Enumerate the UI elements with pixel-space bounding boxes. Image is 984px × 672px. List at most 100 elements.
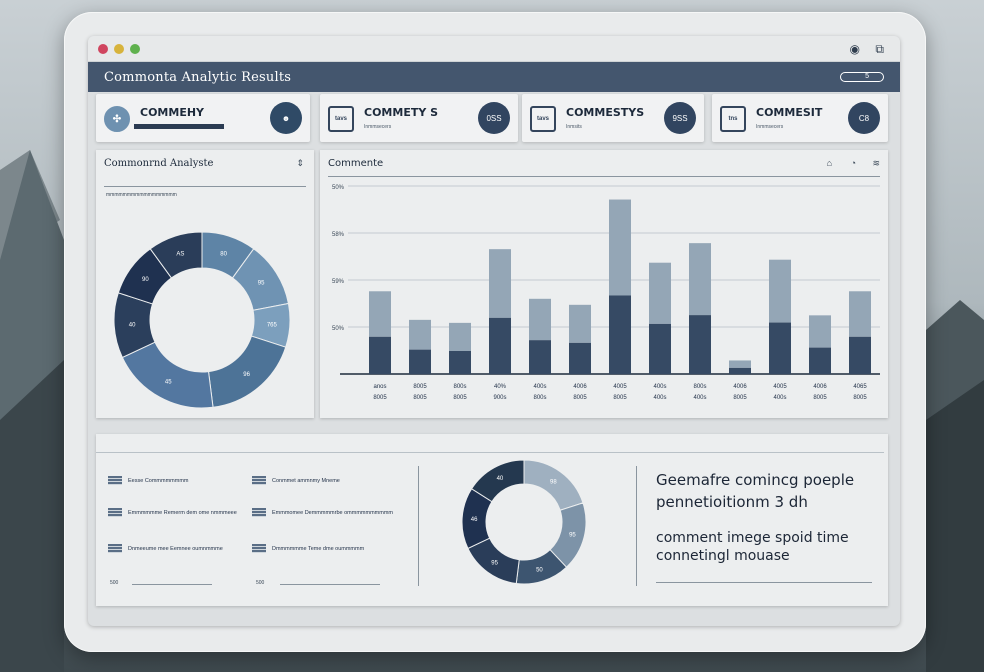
bar[interactable] [489, 249, 511, 374]
close-window-button[interactable] [98, 44, 108, 54]
x-tick-label: 900s [493, 395, 506, 401]
x-tick-label: 800s [453, 384, 466, 390]
header-toggle[interactable]: 5 [840, 72, 884, 82]
x-tick-label: 8005 [573, 395, 587, 401]
refresh-icon[interactable]: ⌂ [826, 158, 832, 168]
donut-slice[interactable] [121, 341, 214, 409]
app-header: Commonta Analytic Results 5 [88, 62, 900, 92]
kpi-card-title: COMMETY S [364, 106, 439, 119]
list-item[interactable]: Emmmmmme Remerm dem ome nmmmeee [108, 508, 238, 517]
bar[interactable] [529, 298, 551, 374]
donut-label: AS [176, 251, 184, 257]
list-item[interactable]: Conmmet ammnmy Mneme [252, 476, 340, 485]
kpi-badge: C8 [848, 102, 880, 134]
kpi-card-4[interactable]: tns COMMESIT Inmmsecers C8 [712, 94, 888, 142]
window-titlebar: ◉ ⧉ [88, 36, 900, 62]
app-icon: ✣ [104, 106, 130, 132]
table-icon: tavs [530, 106, 556, 132]
headline-underline [656, 582, 872, 583]
bar[interactable] [609, 199, 631, 374]
donut-label: 98 [550, 480, 557, 486]
list-icon [108, 476, 122, 485]
bar[interactable] [449, 322, 471, 374]
y-tick-label: 59% [332, 279, 345, 285]
bar-chart: 50% 58% 59% 50% anos 8005 8005 8005 800s 8005 40% 9… [332, 185, 880, 401]
footer-value: 500 [256, 580, 265, 586]
footer-line [132, 584, 212, 585]
bar[interactable] [769, 259, 791, 374]
clock-icon[interactable]: ◔ [850, 158, 856, 168]
footer-value: 500 [110, 580, 119, 586]
chart-title: Commente [328, 158, 384, 169]
list-icon [108, 544, 122, 553]
x-tick-label: 8005 [853, 395, 867, 401]
vertical-divider [636, 466, 637, 586]
vertical-divider [418, 466, 419, 586]
wifi-icon[interactable]: ≋ [872, 158, 880, 168]
expand-icon[interactable]: ⧉ [875, 42, 884, 56]
bar[interactable] [849, 291, 871, 374]
x-tick-label: 40% [494, 384, 507, 390]
x-tick-label: 400s [773, 395, 786, 401]
x-tick-label: 800s [533, 395, 546, 401]
x-tick-label: 4006 [733, 384, 747, 390]
headline-text: comment imege spoid time [656, 530, 849, 546]
y-tick-label: 58% [332, 232, 345, 238]
x-tick-label: 800s [693, 384, 706, 390]
x-tick-label: 400s [693, 395, 706, 401]
kpi-card-3[interactable]: tavs COMMESTYS Inmsits 9SS [522, 94, 704, 142]
maximize-window-button[interactable] [130, 44, 140, 54]
donut-slice[interactable] [470, 459, 525, 503]
bar[interactable] [809, 315, 831, 374]
kpi-card-2[interactable]: tavs COMMETY S Inmmsecers 0SS [320, 94, 518, 142]
x-tick-label: 4065 [853, 384, 867, 390]
comments-chart-panel: Commente ⌂ ◔ ≋ 50% 58% 59% 50% anos 8005 8005 8… [320, 150, 888, 418]
donut-slice[interactable] [149, 231, 203, 279]
bar[interactable] [649, 262, 671, 374]
summary-panel: Eesse Commmmmmmm Emmmmmme Remerm dem ome… [96, 434, 888, 606]
donut-label: 95 [491, 560, 498, 566]
x-tick-label: 4006 [813, 384, 827, 390]
list-icon [252, 476, 266, 485]
list-item[interactable]: Emmmomee Demmmmmrbe ommmmmmmmmm [252, 508, 402, 517]
bar[interactable] [689, 243, 711, 374]
headline-text: Geemafre comincg poeple [656, 471, 855, 489]
app-window: ◉ ⧉ Commonta Analytic Results 5 ✣ COMMEH… [88, 36, 900, 626]
minimize-window-button[interactable] [114, 44, 124, 54]
list-item[interactable]: Dnmeeume mee Eemnee oumnmmme [108, 544, 238, 553]
x-tick-label: anos [373, 384, 386, 390]
kpi-card-subtitle: Inmmsecers [364, 124, 392, 130]
list-item[interactable]: Dmmmmmme Teme dme oummmmm [252, 544, 402, 553]
kpi-badge: 0SS [478, 102, 510, 134]
footer-line [280, 584, 380, 585]
panel-divider [104, 186, 306, 187]
kpi-card-1[interactable]: ✣ COMMEHY ☻ [96, 94, 310, 142]
filter-icon[interactable]: ⇕ [296, 158, 304, 168]
x-tick-label: 8005 [413, 395, 427, 401]
donut-label: 45 [165, 379, 172, 385]
x-tick-label: 4005 [773, 384, 787, 390]
table-icon: tavs [328, 106, 354, 132]
x-tick-label: 8005 [453, 395, 467, 401]
user-icon[interactable]: ☻ [270, 102, 302, 134]
bar[interactable] [729, 360, 751, 374]
donut-label: 96 [243, 372, 250, 378]
panel-caption: mmmmmmmmmmmmmmmmm [106, 192, 177, 198]
x-tick-label: 400s [653, 384, 666, 390]
list-item[interactable]: Eesse Commmmmmmm [108, 476, 189, 485]
x-tick-label: 4005 [613, 384, 627, 390]
y-tick-label: 50% [332, 185, 345, 191]
donut-label: 90 [142, 277, 149, 283]
bar[interactable] [369, 291, 391, 374]
donut-label: 765 [267, 322, 278, 328]
headline-text: pennetioitionm 3 dh [656, 493, 808, 511]
y-tick-label: 50% [332, 326, 345, 332]
settings-icon[interactable]: ◉ [849, 42, 860, 56]
panel-divider [328, 176, 880, 177]
x-tick-label: 8005 [413, 384, 427, 390]
bar[interactable] [409, 319, 431, 374]
bar[interactable] [569, 304, 591, 374]
x-tick-label: 4006 [573, 384, 587, 390]
donut-label: 46 [471, 517, 478, 523]
